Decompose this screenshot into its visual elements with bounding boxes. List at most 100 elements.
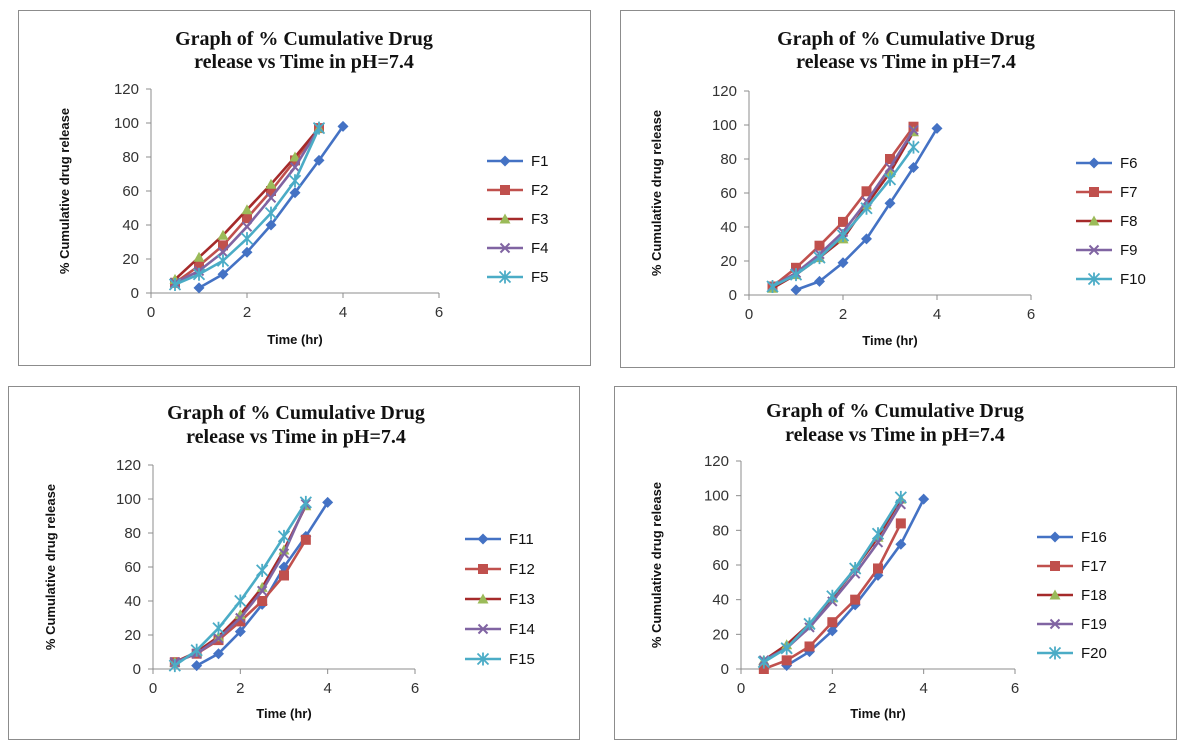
data-point (289, 187, 301, 199)
x-tick-label: 4 (919, 680, 927, 697)
y-tick-label: 40 (712, 592, 729, 609)
legend-label: F14 (509, 621, 535, 638)
x-tick-label: 2 (828, 680, 836, 697)
data-point (883, 172, 897, 186)
x-tick-label: 4 (339, 304, 347, 321)
data-point (194, 260, 204, 271)
x-tick-label: 4 (323, 680, 331, 697)
x-tick-label: 2 (243, 304, 251, 321)
y-axis-label: % Cumulative drug release (57, 108, 72, 274)
x-tick-label: 2 (839, 306, 847, 323)
data-point (837, 257, 849, 269)
chart-title-line: release vs Time in pH=7.4 (194, 51, 414, 73)
legend-marker (1049, 531, 1061, 543)
legend-entry: F9 (1076, 242, 1138, 259)
data-point (313, 154, 325, 166)
data-point (907, 140, 920, 154)
series-F17 (758, 518, 906, 674)
legend-entry: F10 (1076, 271, 1146, 288)
data-point (885, 154, 895, 164)
data-point (256, 585, 268, 597)
legend-entry: F8 (1076, 213, 1138, 230)
data-point (216, 254, 230, 268)
data-point (803, 617, 816, 631)
y-tick-label: 60 (124, 559, 141, 576)
y-tick-label: 80 (720, 151, 737, 168)
data-point (191, 660, 203, 672)
data-point (289, 151, 301, 162)
data-point (213, 648, 224, 660)
data-point (265, 219, 277, 231)
data-point (895, 518, 906, 529)
legend-entry: F16 (1037, 529, 1107, 546)
x-tick-label: 6 (1011, 680, 1019, 697)
legend-label: F2 (531, 182, 549, 199)
x-axis-label: Time (hr) (267, 332, 322, 347)
legend-entry: F7 (1076, 184, 1138, 201)
legend-marker (477, 593, 489, 604)
data-point (168, 659, 181, 673)
y-tick-label: 40 (720, 219, 737, 236)
data-point (894, 490, 907, 504)
chart-title-line: release vs Time in pH=7.4 (186, 426, 406, 448)
data-point (826, 625, 838, 637)
data-point (217, 268, 229, 280)
legend-marker (499, 155, 511, 167)
legend-entry: F4 (487, 240, 549, 257)
chart-title-line: release vs Time in pH=7.4 (785, 424, 1005, 446)
series-line (174, 503, 307, 664)
data-point (212, 621, 225, 635)
data-point (781, 655, 792, 666)
data-point (322, 496, 334, 508)
data-point (312, 121, 326, 135)
legend-entry: F6 (1076, 155, 1138, 172)
data-point (300, 534, 311, 545)
legend-label: F4 (531, 240, 549, 257)
data-point (780, 641, 793, 655)
series-F3 (169, 122, 325, 284)
chart-panel-2: Graph of % Cumulative Drug release vs Tim… (620, 10, 1175, 368)
legend-label: F17 (1081, 558, 1107, 575)
data-point (240, 232, 254, 246)
legend-label: F19 (1081, 616, 1107, 633)
chart-title-line: Graph of % Cumulative Drug (766, 400, 1024, 422)
y-tick-label: 20 (712, 626, 729, 643)
legend-marker (476, 652, 490, 666)
data-point (217, 246, 229, 258)
y-axis-label: % Cumulative drug release (649, 110, 664, 276)
y-tick-label: 20 (124, 627, 141, 644)
legend-label: F6 (1120, 155, 1138, 172)
series-line (763, 503, 902, 662)
legend-entry: F1 (487, 153, 549, 170)
legend-label: F18 (1081, 587, 1107, 604)
legend-marker (1088, 244, 1100, 256)
chart-title-line: Graph of % Cumulative Drug (777, 28, 1035, 50)
legend-marker (478, 564, 488, 574)
legend-marker (1088, 157, 1100, 169)
legend-marker (1050, 561, 1060, 571)
x-tick-label: 6 (1027, 306, 1035, 323)
legend-entry: F19 (1037, 616, 1107, 633)
data-point (241, 221, 253, 232)
legend-entry: F14 (465, 621, 535, 638)
legend-marker (477, 623, 489, 635)
x-tick-label: 6 (435, 304, 443, 321)
data-point (217, 229, 229, 240)
legend-entry: F5 (487, 269, 549, 286)
y-tick-label: 100 (116, 491, 141, 508)
legend-entry: F17 (1037, 558, 1107, 575)
data-point (826, 589, 839, 603)
data-point (193, 282, 205, 294)
data-point (242, 213, 252, 224)
x-axis-label: Time (hr) (256, 706, 311, 721)
data-point (288, 174, 302, 188)
data-point (814, 275, 825, 287)
legend-label: F15 (509, 651, 535, 668)
data-point (804, 641, 815, 652)
series-F20 (757, 490, 907, 669)
data-point (860, 201, 873, 215)
legend-marker (1049, 589, 1061, 600)
data-point (918, 493, 930, 505)
legend-marker (498, 270, 512, 284)
legend-marker (1089, 187, 1099, 197)
